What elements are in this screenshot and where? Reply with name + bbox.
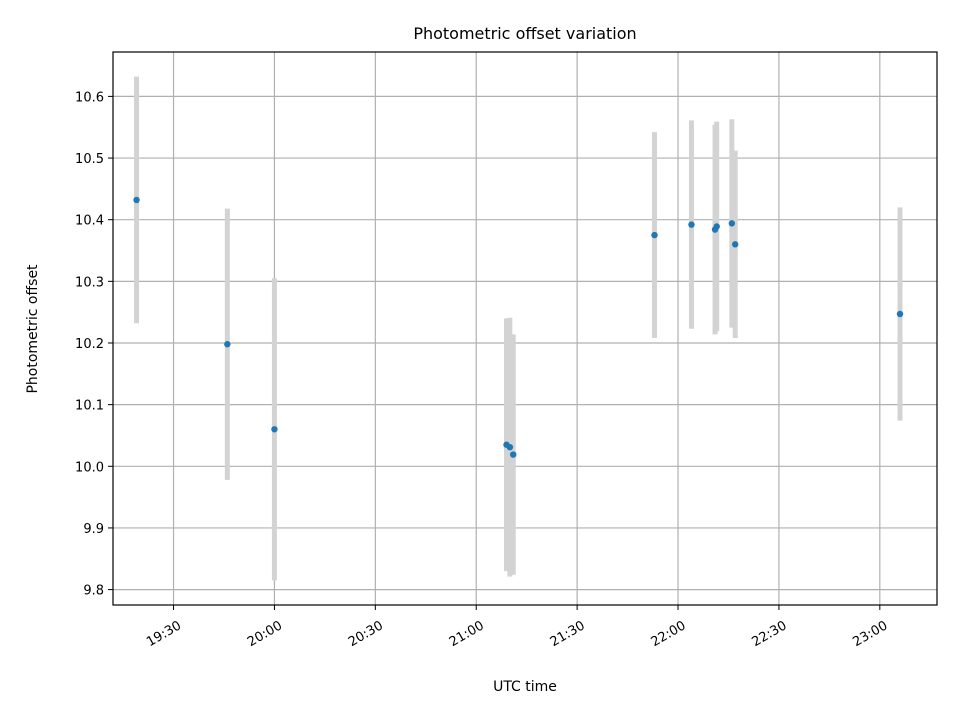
data-points bbox=[133, 196, 904, 458]
data-point bbox=[271, 426, 278, 433]
data-point bbox=[728, 220, 736, 227]
data-point bbox=[896, 310, 904, 318]
plot-frame bbox=[112, 51, 938, 606]
x-tick-label: 19:30 bbox=[144, 618, 184, 650]
data-point bbox=[133, 196, 140, 204]
data-point bbox=[688, 221, 695, 228]
y-tick-label: 9.8 bbox=[83, 584, 104, 599]
y-tick-label: 10.0 bbox=[75, 460, 104, 475]
data-point bbox=[713, 223, 720, 230]
data-point bbox=[732, 241, 739, 248]
x-tick-label: 20:30 bbox=[346, 618, 386, 650]
x-tick-label: 23:00 bbox=[850, 618, 890, 650]
y-tick-label: 10.5 bbox=[75, 152, 104, 167]
y-tick-label: 10.3 bbox=[75, 275, 104, 290]
error-bars bbox=[134, 76, 903, 581]
y-tick-label: 9.9 bbox=[83, 522, 104, 537]
y-tick-label: 10.1 bbox=[75, 399, 104, 414]
y-axis-label: Photometric offset bbox=[25, 264, 41, 394]
x-tick-label: 21:30 bbox=[548, 618, 588, 650]
data-point bbox=[510, 451, 517, 458]
x-tick-label: 20:00 bbox=[245, 618, 285, 650]
y-tick-label: 10.6 bbox=[75, 90, 104, 105]
x-tick-label: 21:00 bbox=[447, 618, 487, 650]
data-point bbox=[224, 341, 231, 348]
x-tick-label: 22:00 bbox=[649, 618, 689, 650]
chart-title: Photometric offset variation bbox=[413, 24, 636, 43]
data-point bbox=[506, 443, 514, 451]
x-axis-label: UTC time bbox=[493, 679, 557, 695]
x-axis-ticks: 19:30 20:00 20:30 21:00 21:30 22:00 22:30 23:00 bbox=[144, 605, 890, 650]
y-tick-label: 10.2 bbox=[75, 337, 104, 352]
y-axis-ticks: 9.8 9.9 10.0 10.1 10.2 10.3 10.4 10.5 10.6 bbox=[75, 90, 113, 599]
y-tick-label: 10.4 bbox=[75, 214, 104, 229]
x-tick-label: 22:30 bbox=[750, 618, 790, 650]
data-point bbox=[651, 231, 658, 239]
grid bbox=[113, 52, 937, 605]
